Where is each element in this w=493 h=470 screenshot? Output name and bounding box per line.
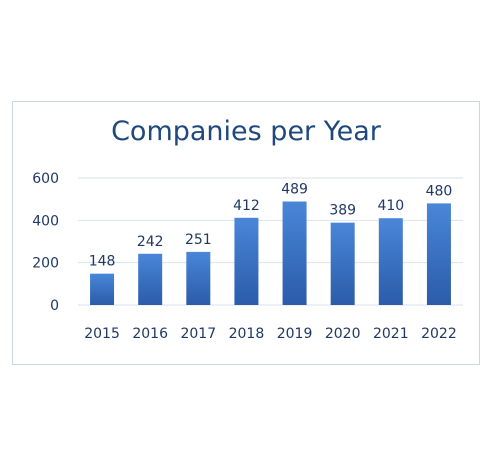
data-label: 489 — [281, 181, 308, 197]
x-tick-label: 2022 — [421, 326, 457, 342]
chart-title: Companies per Year — [111, 116, 381, 147]
bar-2019 — [282, 201, 307, 305]
data-label: 389 — [329, 203, 356, 219]
bar-2022 — [426, 203, 451, 305]
data-label: 410 — [377, 198, 404, 214]
data-label: 480 — [426, 183, 453, 199]
bar-2018 — [234, 217, 259, 305]
y-tick-label: 600 — [32, 171, 59, 187]
x-tick-label: 2019 — [277, 326, 313, 342]
data-label: 251 — [185, 232, 212, 248]
y-tick-label: 200 — [32, 256, 59, 272]
x-tick-label: 2017 — [180, 326, 216, 342]
bar-2016 — [138, 253, 163, 305]
y-tick-label: 0 — [50, 298, 59, 314]
x-tick-label: 2020 — [325, 326, 361, 342]
bar-chart: 0 200 400 600 148 242 251 412 489 389 410 480 2015… — [32, 171, 463, 342]
bar-2015 — [90, 273, 115, 305]
bar-2021 — [378, 218, 403, 305]
x-tick-label: 2018 — [229, 326, 265, 342]
x-tick-label: 2016 — [132, 326, 168, 342]
data-label: 412 — [233, 198, 260, 214]
x-tick-label: 2021 — [373, 326, 409, 342]
data-label: 242 — [137, 234, 164, 250]
chart-frame: Companies per Year 0 200 400 600 148 242 251 4… — [12, 101, 480, 365]
bar-2020 — [330, 222, 355, 305]
bar-2017 — [186, 251, 211, 305]
y-tick-label: 400 — [32, 213, 59, 229]
data-label: 148 — [89, 254, 116, 270]
x-tick-label: 2015 — [84, 326, 120, 342]
